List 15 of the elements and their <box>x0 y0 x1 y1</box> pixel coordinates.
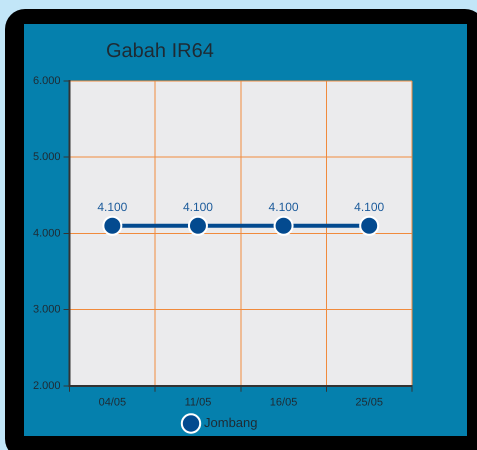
data-label: 4.100 <box>268 200 299 214</box>
x-tick-label: 16/05 <box>270 396 298 408</box>
y-tick-label: 3.000 <box>32 304 61 316</box>
data-label: 4.100 <box>182 200 214 214</box>
y-tick-label: 2.000 <box>32 380 61 392</box>
data-label: 4.100 <box>97 200 128 214</box>
y-tick-label: 4.000 <box>32 227 61 240</box>
chart-title: Gabah IR64 <box>106 40 214 63</box>
y-tick-label: 6.000 <box>32 75 61 88</box>
legend-label: Jombang <box>204 415 258 430</box>
data-label: 4.100 <box>354 200 385 214</box>
x-tick-label: 25/05 <box>355 396 383 408</box>
y-tick-label: 5.000 <box>32 151 61 164</box>
x-tick-label: 04/05 <box>98 396 126 408</box>
x-tick-label: 11/05 <box>184 396 212 408</box>
